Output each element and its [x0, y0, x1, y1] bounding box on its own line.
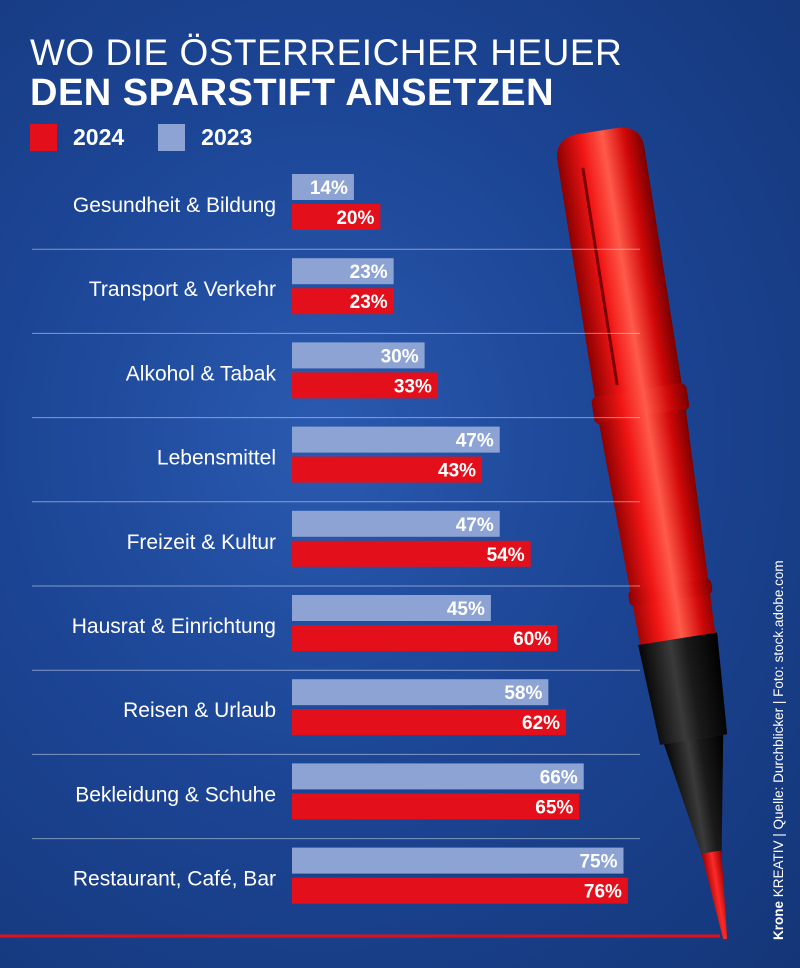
legend: 2024 2023: [30, 124, 286, 151]
value-label-2023-lebensmittel: 47%: [456, 431, 494, 452]
chart-rows: Gesundheit & Bildung 14% 20% Transport & Ve…: [32, 174, 640, 904]
bar-2024-freizeit-kultur: [292, 540, 531, 567]
legend-label-2024: 2024: [73, 124, 125, 150]
chart-title-line2: DEN SPARSTIFT ANSETZEN: [30, 72, 555, 114]
photo-credit: Krone KREATIV | Quelle: Durchblicker | F…: [771, 560, 786, 940]
value-label-2024-alkohol-tabak: 33%: [394, 376, 432, 397]
bar-2023-alkohol-tabak: [292, 342, 425, 369]
pen-barrel-ring: [628, 578, 713, 607]
pen-tip: [701, 850, 728, 940]
value-label-2024-lebensmittel: 43%: [438, 461, 476, 482]
value-label-2024-bekleidung-schuhe: 65%: [535, 797, 573, 818]
pen-grip: [638, 632, 728, 745]
pen-nib: [663, 734, 724, 856]
category-label-lebensmittel: Lebensmittel: [157, 447, 276, 470]
bar-2024-gesundheit-bildung: [292, 204, 381, 230]
category-label-freizeit-kultur: Freizeit & Kultur: [127, 531, 276, 554]
value-label-2023-alkohol-tabak: 30%: [381, 346, 419, 367]
value-label-2023-restaurant-caf-bar: 75%: [579, 852, 617, 873]
pen-cap: [557, 127, 682, 399]
value-label-2024-restaurant-caf-bar: 76%: [584, 882, 622, 903]
category-label-hausrat-einrichtung: Hausrat & Einrichtung: [72, 615, 276, 638]
legend-swatch-2024: [30, 124, 57, 151]
bar-2023-bekleidung-schuhe: [292, 763, 584, 790]
category-label-gesundheit-bildung: Gesundheit & Bildung: [73, 194, 276, 217]
bar-2024-bekleidung-schuhe: [292, 793, 580, 820]
pen-barrel: [598, 408, 716, 645]
chart-title-line1: WO DIE ÖSTERREICHER HEUER: [30, 32, 623, 73]
value-label-2024-hausrat-einrichtung: 60%: [513, 629, 551, 650]
bar-2023-restaurant-caf-bar: [292, 847, 624, 874]
bar-2023-lebensmittel: [292, 426, 500, 453]
value-label-2024-reisen-urlaub: 62%: [522, 713, 560, 734]
bar-2023-freizeit-kultur: [292, 510, 500, 537]
value-label-2023-transport-verkehr: 23%: [350, 262, 388, 283]
value-label-2023-bekleidung-schuhe: 66%: [540, 767, 578, 788]
legend-label-2023: 2023: [201, 124, 253, 150]
credit-brand: Krone: [771, 900, 786, 940]
bar-2023-gesundheit-bildung: [292, 174, 354, 200]
legend-swatch-2023: [158, 124, 186, 151]
bar-2024-alkohol-tabak: [292, 372, 438, 399]
bar-2023-transport-verkehr: [292, 258, 394, 285]
pen-illustration: [0, 127, 728, 940]
value-label-2024-transport-verkehr: 23%: [350, 292, 388, 313]
pen-clip: [581, 167, 619, 386]
legend-item-2023: 2023: [158, 124, 252, 151]
credit-text: KREATIV | Quelle: Durchblicker | Foto: s…: [771, 560, 786, 898]
category-label-bekleidung-schuhe: Bekleidung & Schuhe: [75, 783, 276, 806]
category-label-restaurant-caf-bar: Restaurant, Café, Bar: [73, 868, 276, 891]
bar-2023-hausrat-einrichtung: [292, 595, 491, 621]
category-label-reisen-urlaub: Reisen & Urlaub: [123, 699, 276, 722]
category-label-transport-verkehr: Transport & Verkehr: [89, 278, 276, 301]
value-label-2024-freizeit-kultur: 54%: [487, 545, 525, 566]
bar-2024-hausrat-einrichtung: [292, 625, 558, 651]
value-label-2024-gesundheit-bildung: 20%: [336, 208, 374, 229]
value-label-2023-hausrat-einrichtung: 45%: [447, 599, 485, 620]
value-label-2023-gesundheit-bildung: 14%: [310, 178, 348, 199]
value-label-2023-reisen-urlaub: 58%: [504, 683, 542, 704]
category-label-alkohol-tabak: Alkohol & Tabak: [126, 362, 277, 385]
bar-2024-reisen-urlaub: [292, 709, 567, 736]
bar-2024-lebensmittel: [292, 456, 483, 483]
bar-2024-restaurant-caf-bar: [292, 877, 628, 904]
legend-item-2024: 2024: [30, 124, 124, 151]
bar-2023-reisen-urlaub: [292, 679, 549, 706]
bar-2024-transport-verkehr: [292, 288, 394, 315]
value-label-2023-freizeit-kultur: 47%: [456, 515, 494, 536]
